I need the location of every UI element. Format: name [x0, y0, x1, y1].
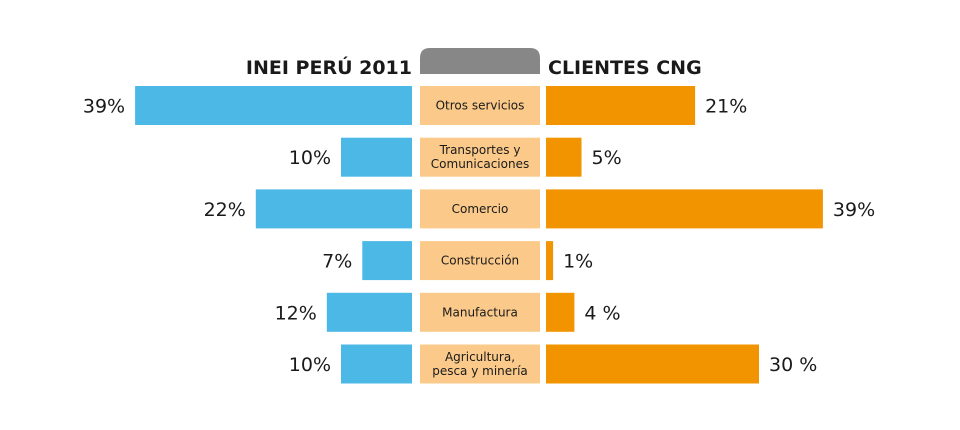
category-box	[420, 86, 540, 125]
chart-rows: 39% Otros servicios 21%10% Transportes yCom…	[83, 86, 875, 384]
category-label: Otros servicios	[436, 99, 525, 113]
center-header-tab	[420, 48, 540, 74]
right-value-label: 21%	[705, 96, 747, 118]
left-bar	[341, 137, 412, 177]
left-bar	[135, 86, 412, 125]
left-value-label: 12%	[275, 302, 317, 324]
right-bar	[546, 241, 554, 281]
left-value-label: 10%	[289, 147, 331, 169]
category-box	[420, 344, 540, 384]
left-value-label: 39%	[83, 96, 125, 118]
right-series-header: CLIENTES CNG	[548, 57, 702, 79]
category-box	[420, 137, 540, 177]
right-value-label: 1%	[563, 251, 593, 273]
category-label: Agricultura,	[445, 350, 515, 364]
category-label: Construcción	[441, 254, 519, 268]
left-value-label: 10%	[289, 354, 331, 376]
right-bar	[546, 189, 823, 229]
right-value-label: 39%	[833, 199, 875, 221]
category-box	[420, 292, 540, 332]
category-box	[420, 189, 540, 229]
left-bar	[255, 189, 412, 229]
right-bar	[546, 344, 759, 384]
left-bar	[326, 292, 412, 332]
right-value-label: 4 %	[584, 302, 620, 324]
category-box	[420, 241, 540, 281]
left-value-label: 22%	[204, 199, 246, 221]
left-bar	[341, 344, 412, 384]
right-value-label: 5%	[592, 147, 622, 169]
category-label: pesca y minería	[432, 364, 528, 378]
category-label: Comunicaciones	[431, 157, 529, 171]
category-label: Manufactura	[442, 305, 518, 319]
right-value-label: 30 %	[769, 354, 817, 376]
right-bar	[546, 137, 582, 177]
right-bar	[546, 292, 575, 332]
category-label: Transportes y	[439, 143, 521, 157]
left-value-label: 7%	[322, 251, 352, 273]
left-series-header: INEI PERÚ 2011	[246, 55, 412, 79]
right-bar	[546, 86, 696, 125]
left-bar	[362, 241, 412, 281]
category-label: Comercio	[452, 202, 509, 216]
